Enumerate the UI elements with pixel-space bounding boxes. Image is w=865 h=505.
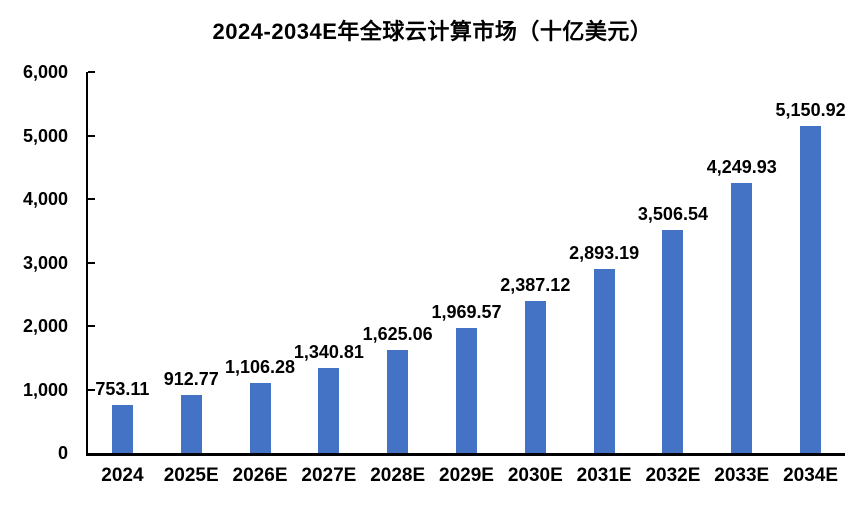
y-axis-tick [88, 261, 95, 264]
x-axis-category-label: 2031E [576, 465, 632, 486]
bar-value-label: 1,969.57 [431, 301, 502, 322]
x-axis-category-label: 2028E [370, 465, 426, 486]
x-axis-category-label: 2029E [439, 465, 494, 486]
y-axis-tick-label: 1,000 [22, 379, 68, 400]
x-axis-line [86, 453, 845, 456]
y-axis-tick [88, 325, 95, 327]
bar [456, 327, 477, 453]
bar-value-label: 1,625.06 [362, 323, 433, 344]
y-axis-tick [88, 134, 95, 137]
bar-value-label: 753.11 [95, 379, 150, 400]
bar-value-label: 5,150.92 [775, 99, 846, 120]
x-axis-category-label: 2024 [101, 465, 144, 486]
x-axis-category-label: 2032E [645, 465, 701, 486]
bar [387, 349, 409, 453]
bar-value-label: 1,340.81 [293, 341, 364, 362]
bar-value-label: 1,106.28 [224, 356, 296, 377]
bar [180, 395, 202, 453]
bar-value-label: 2,387.12 [500, 275, 571, 296]
bar-value-label: 912.77 [163, 369, 219, 390]
y-axis-tick-label: 3,000 [22, 252, 68, 273]
bar-value-label: 4,249.93 [706, 157, 777, 178]
bar [593, 269, 615, 453]
y-axis-tick-label: 2,000 [22, 316, 68, 336]
bar [318, 367, 340, 453]
bar [662, 230, 684, 453]
y-axis-tick [88, 71, 95, 73]
x-axis-category-label: 2034E [783, 465, 839, 486]
bar [111, 405, 133, 453]
x-axis-category-label: 2026E [232, 465, 288, 486]
x-axis-category-label: 2027E [301, 465, 357, 486]
bar [249, 382, 271, 453]
chart-title: 2024-2034E年全球云计算市场（十亿美元） [212, 19, 653, 44]
x-axis-category-label: 2030E [507, 465, 563, 486]
bar [800, 125, 822, 453]
bar-value-label: 3,506.54 [637, 204, 708, 225]
y-axis-tick-label: 0 [57, 443, 68, 463]
y-axis-tick [88, 388, 95, 391]
x-axis-category-label: 2033E [714, 465, 770, 486]
y-axis-line [86, 72, 88, 453]
y-axis-tick [88, 198, 95, 200]
y-axis-tick-label: 4,000 [22, 189, 68, 209]
x-axis-category-label: 2025E [163, 465, 219, 486]
y-axis-tick-label: 5,000 [22, 125, 68, 146]
bar-value-label: 2,893.19 [569, 243, 640, 264]
y-axis-tick-label: 6,000 [22, 62, 68, 82]
bar [731, 183, 753, 453]
bar [524, 301, 546, 453]
